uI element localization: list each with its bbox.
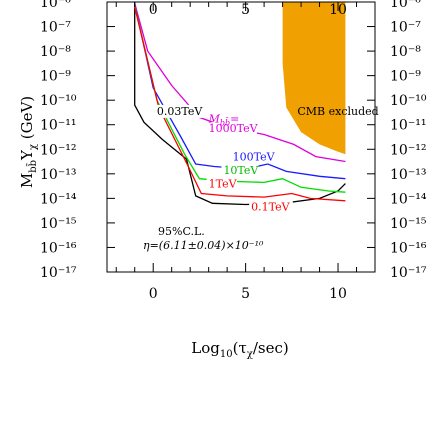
y-right-tick-label: 10⁻⁸ — [390, 44, 421, 60]
y-tick-label: 10⁻⁶ — [40, 0, 71, 11]
series-line-0.03tev — [134, 2, 346, 206]
y-tick-label: 10⁻⁹ — [40, 69, 71, 85]
curve-label-bg — [206, 122, 257, 136]
y-tick-label: 10⁻¹⁷ — [40, 265, 77, 281]
y-right-tick-label: 10⁻¹⁰ — [390, 93, 427, 109]
y-right-tick-label: 10⁻¹⁶ — [390, 240, 427, 256]
y-tick-label: 10⁻¹⁶ — [40, 240, 77, 256]
y-right-tick-label: 10⁻¹² — [390, 142, 426, 158]
cmb-excluded-region — [282, 2, 346, 155]
curve-label-bg — [249, 200, 293, 214]
curve-label-bg — [230, 150, 275, 164]
y-tick-label: 10⁻⁸ — [40, 44, 71, 60]
mass-label: Mbb̄= — [208, 112, 240, 127]
y-right-tick-label: 10⁻¹⁵ — [390, 216, 427, 232]
series-line-1tev — [134, 6, 346, 202]
x-tick-label: 0 — [149, 286, 158, 302]
plot-frame — [106, 1, 376, 273]
x-top-tick-label: 0 — [149, 2, 158, 18]
curve-label-100tev: 100TeV — [233, 150, 276, 163]
series-line-10tev — [134, 5, 346, 193]
y-right-tick-label: 10⁻¹⁷ — [390, 265, 427, 281]
x-top-tick-label: 10 — [329, 2, 347, 18]
y-right-tick-label: 10⁻¹³ — [390, 167, 426, 183]
y-right-tick-label: 10⁻⁶ — [390, 0, 421, 11]
y-right-tick-label: 10⁻¹¹ — [390, 118, 426, 134]
curve-label-10tev: 10TeV — [223, 164, 259, 177]
y-right-tick-label: 10⁻⁹ — [390, 69, 421, 85]
y-right-tick-label: 10⁻¹⁴ — [390, 191, 427, 207]
y-tick-label: 10⁻¹⁴ — [40, 191, 77, 207]
curve-label-cmb-excluded: CMB excluded — [297, 105, 378, 118]
y-tick-label: 10⁻¹⁰ — [40, 93, 77, 109]
y-tick-label: 10⁻¹⁵ — [40, 216, 77, 232]
curve-label-bg — [154, 104, 206, 118]
x-tick-label: 5 — [241, 286, 250, 302]
y-tick-label: 10⁻¹¹ — [40, 118, 76, 134]
y-axis-title: Mbb̄Yχ (GeV) — [18, 96, 39, 188]
y-right-tick-label: 10⁻⁷ — [390, 20, 421, 36]
curve-label-bg — [221, 163, 259, 177]
curve-label-1000tev: 1000TeV — [209, 122, 259, 135]
y-tick-label: 10⁻¹² — [40, 142, 76, 158]
y-tick-label: 10⁻¹³ — [40, 167, 76, 183]
eta-annotation: η=(6.11±0.04)×10⁻¹⁰ — [143, 239, 264, 252]
x-tick-label: 10 — [329, 286, 347, 302]
curve-label-1tev: 1TeV — [209, 177, 238, 190]
curve-label-bg — [206, 177, 238, 191]
curve-label-0-1tev: 0.1TeV — [251, 201, 290, 214]
x-top-tick-label: 5 — [241, 2, 250, 18]
cl-annotation: 95%C.L. — [158, 225, 205, 238]
curve-label-0-03tev: 0.03TeV — [157, 105, 203, 118]
y-tick-label: 10⁻⁷ — [40, 20, 71, 36]
x-axis-title: Log10(τχ/sec) — [191, 339, 288, 360]
